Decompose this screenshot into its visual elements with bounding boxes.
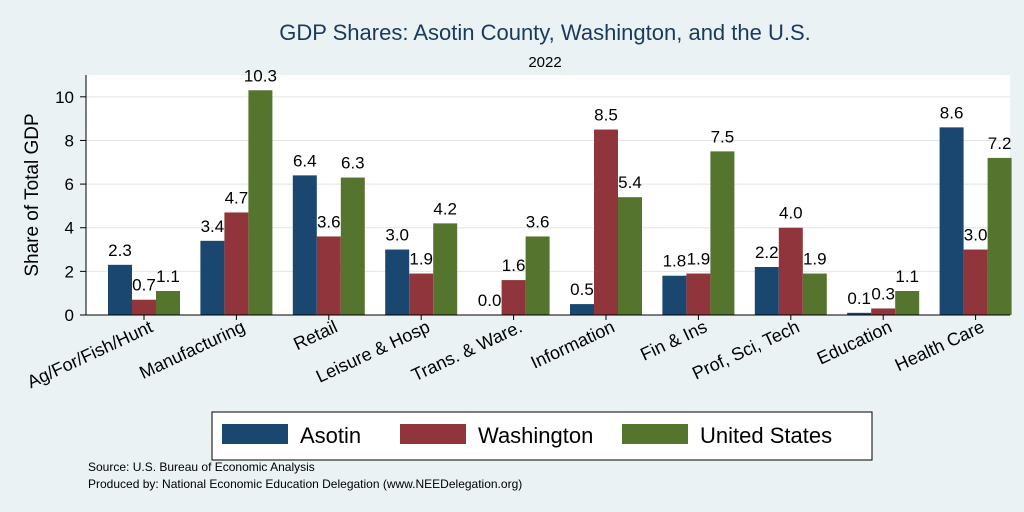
x-tick-label: Ag/For/Fish/Hunt bbox=[24, 316, 156, 392]
y-axis-label: Share of Total GDP bbox=[22, 113, 43, 276]
bar-asotin bbox=[570, 304, 594, 315]
bar-asotin bbox=[108, 264, 132, 315]
bar-washington bbox=[132, 299, 156, 315]
legend-swatch-washington bbox=[400, 424, 466, 444]
bar-washington bbox=[778, 227, 803, 315]
bar-asotin bbox=[847, 312, 872, 315]
produced-note: Produced by: National Economic Education… bbox=[88, 477, 522, 491]
x-tick-label: Manufacturing bbox=[136, 316, 248, 382]
bar-washington bbox=[963, 249, 988, 315]
data-label: 3.4 bbox=[201, 217, 225, 236]
legend-items: Asotin Washington United States bbox=[222, 423, 832, 448]
bar-asotin bbox=[292, 175, 317, 315]
legend-swatch-asotin bbox=[222, 424, 288, 444]
data-label: 2.3 bbox=[108, 241, 132, 260]
legend-label: Asotin bbox=[300, 423, 361, 448]
bar-united-states bbox=[340, 177, 365, 315]
data-label: 4.7 bbox=[225, 188, 249, 207]
data-label: 1.9 bbox=[687, 250, 711, 269]
legend-swatch-united-states bbox=[622, 424, 688, 444]
data-label: 3.6 bbox=[317, 212, 341, 231]
bar-united-states bbox=[895, 291, 920, 315]
bars bbox=[108, 90, 1012, 315]
bar-united-states bbox=[248, 90, 273, 315]
x-tick-label: Information bbox=[528, 316, 618, 372]
data-label: 4.0 bbox=[779, 204, 803, 223]
bar-asotin bbox=[754, 267, 779, 315]
y-tick-label: 8 bbox=[65, 131, 74, 150]
x-tick-label: Education bbox=[814, 316, 895, 368]
data-label: 7.5 bbox=[711, 127, 735, 146]
bar-asotin bbox=[385, 249, 410, 315]
y-tick-label: 6 bbox=[65, 175, 74, 194]
legend-label: United States bbox=[700, 423, 832, 448]
bar-washington bbox=[316, 236, 341, 315]
data-label: 1.1 bbox=[156, 267, 180, 286]
bar-washington bbox=[409, 273, 434, 315]
legend: Asotin Washington United States bbox=[211, 411, 873, 461]
bar-washington bbox=[594, 129, 618, 315]
data-label: 1.9 bbox=[409, 250, 433, 269]
data-label: 3.6 bbox=[526, 212, 550, 231]
bar-united-states bbox=[525, 236, 550, 315]
legend-label: Washington bbox=[478, 423, 593, 448]
data-label: 1.1 bbox=[895, 267, 919, 286]
bar-asotin bbox=[200, 240, 225, 315]
y-ticks: 0 2 4 6 8 10 bbox=[55, 88, 86, 325]
data-label: 8.6 bbox=[940, 103, 964, 122]
data-label: 6.3 bbox=[341, 154, 365, 173]
chart-title: GDP Shares: Asotin County, Washington, a… bbox=[279, 20, 811, 45]
x-tick-label: Retail bbox=[290, 316, 340, 354]
data-label: 0.3 bbox=[871, 284, 895, 303]
data-label: 10.3 bbox=[244, 66, 277, 85]
source-note: Source: U.S. Bureau of Economic Analysis bbox=[88, 460, 315, 474]
bar-united-states bbox=[433, 223, 458, 315]
y-tick-label: 10 bbox=[55, 88, 74, 107]
data-labels: 2.30.7 1.13.44.710.36.43.66.33.01.94.20.0… bbox=[108, 66, 1011, 310]
bar-asotin bbox=[939, 127, 964, 315]
bar-washington bbox=[871, 308, 896, 315]
bar-united-states bbox=[156, 291, 180, 315]
data-label: 1.6 bbox=[502, 256, 526, 275]
data-label: 3.0 bbox=[385, 226, 409, 245]
x-tick-label: Health Care bbox=[892, 316, 988, 375]
chart-subtitle: 2022 bbox=[528, 54, 561, 71]
data-label: 0.5 bbox=[570, 280, 594, 299]
bar-united-states bbox=[802, 273, 827, 315]
y-tick-label: 0 bbox=[65, 306, 74, 325]
data-label: 0.0 bbox=[478, 291, 502, 310]
bar-united-states bbox=[710, 151, 735, 315]
bar-united-states bbox=[618, 197, 642, 315]
data-label: 1.8 bbox=[663, 252, 687, 271]
data-label: 4.2 bbox=[433, 199, 457, 218]
y-tick-label: 4 bbox=[65, 219, 74, 238]
bar-united-states bbox=[987, 157, 1012, 315]
legend-box bbox=[211, 411, 873, 461]
data-label: 7.2 bbox=[988, 134, 1012, 153]
data-label: 8.5 bbox=[594, 106, 618, 125]
data-label: 0.7 bbox=[132, 276, 156, 295]
x-tick-label: Fin & Ins bbox=[637, 316, 710, 364]
data-label: 6.4 bbox=[293, 151, 317, 170]
data-label: 0.1 bbox=[847, 289, 871, 308]
data-label: 2.2 bbox=[755, 243, 779, 262]
bar-washington bbox=[224, 212, 249, 315]
bar-washington bbox=[686, 273, 711, 315]
y-tick-label: 2 bbox=[65, 262, 74, 281]
bar-asotin bbox=[662, 275, 687, 315]
bar-washington bbox=[501, 280, 526, 315]
data-label: 5.4 bbox=[618, 173, 642, 192]
data-label: 1.9 bbox=[803, 250, 827, 269]
data-label: 3.0 bbox=[964, 226, 988, 245]
